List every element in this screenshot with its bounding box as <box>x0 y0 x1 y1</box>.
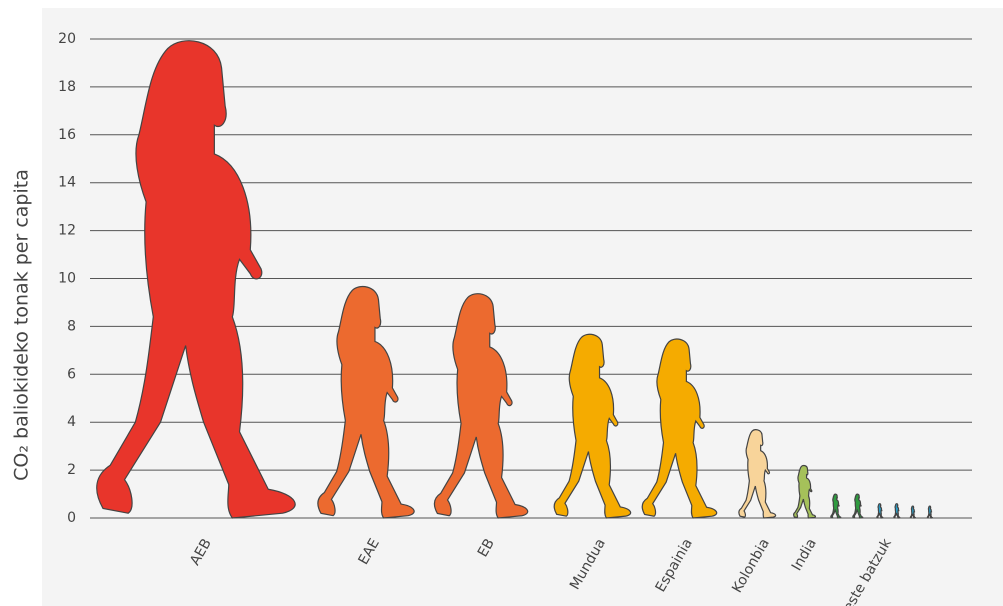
y-tick-label: 2 <box>67 462 76 478</box>
figure <box>642 339 716 518</box>
figure <box>877 504 883 518</box>
y-tick-label: 18 <box>58 79 76 95</box>
y-tick-label: 10 <box>58 271 76 287</box>
y-tick-label: 14 <box>58 175 76 191</box>
figure <box>794 466 816 518</box>
figure <box>853 494 863 518</box>
figure <box>97 41 295 518</box>
y-tick-label: 16 <box>58 127 76 143</box>
figure <box>554 334 630 518</box>
figure <box>434 294 527 518</box>
figure <box>831 494 841 518</box>
y-tick-label: 6 <box>67 366 76 382</box>
y-tick-label: 20 <box>58 31 76 47</box>
y-axis-label: CO₂ baliokideko tonak per capita <box>11 169 33 481</box>
y-tick-label: 12 <box>58 223 76 239</box>
y-tick-label: 4 <box>67 414 76 430</box>
figure <box>927 506 932 518</box>
figure <box>739 430 776 518</box>
y-tick-label: 8 <box>67 318 76 334</box>
figure <box>894 504 900 518</box>
figure <box>318 287 414 518</box>
figure <box>910 506 915 518</box>
x-tick-label: EB <box>475 536 498 560</box>
y-tick-label: 0 <box>67 510 76 526</box>
